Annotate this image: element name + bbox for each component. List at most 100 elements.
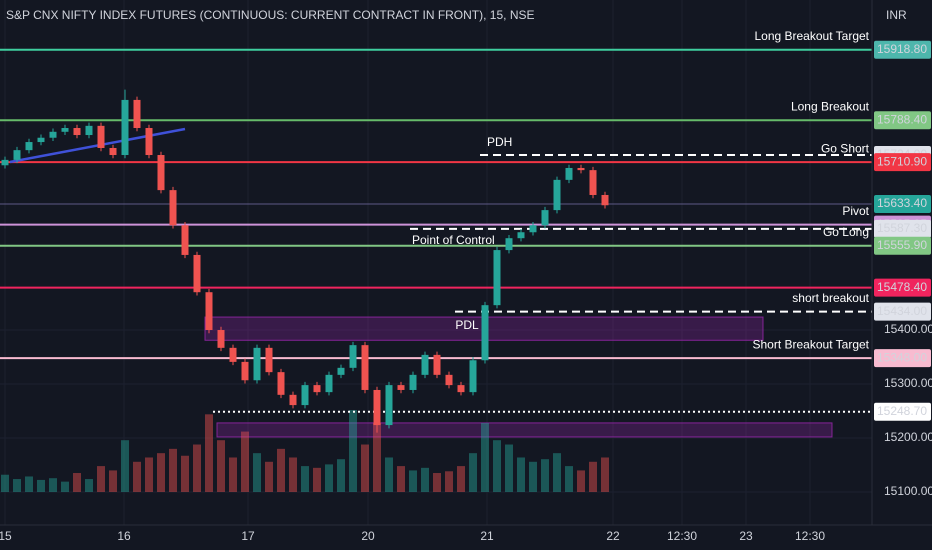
candle-body bbox=[373, 389, 381, 426]
level-name: Go Long bbox=[823, 225, 869, 239]
candle-body bbox=[241, 361, 249, 381]
candle-body bbox=[445, 374, 453, 386]
x-tick-label: 16 bbox=[117, 529, 131, 543]
volume-bar bbox=[181, 455, 189, 492]
volume-bar bbox=[73, 473, 81, 492]
volume-bar bbox=[13, 479, 21, 492]
level-price-label: 15633.40 bbox=[877, 196, 927, 210]
volume-bar bbox=[217, 440, 225, 492]
x-tick-label: 12:30 bbox=[667, 529, 697, 543]
grid bbox=[0, 0, 872, 525]
candle-body bbox=[565, 167, 573, 180]
volume-bar bbox=[325, 464, 333, 492]
volume-bar bbox=[457, 466, 465, 492]
candle-body bbox=[325, 374, 333, 393]
candle-body bbox=[145, 128, 153, 156]
x-tick-label: 21 bbox=[480, 529, 494, 543]
x-tick-label: 20 bbox=[361, 529, 375, 543]
candle-body bbox=[277, 372, 285, 395]
level-price-box bbox=[874, 219, 931, 238]
volume-bar bbox=[385, 457, 393, 492]
level-price-label: 15918.80 bbox=[877, 42, 927, 56]
volume-bar bbox=[169, 448, 177, 492]
y-tick-label: 15400.00 bbox=[884, 322, 932, 336]
volume-bar bbox=[361, 444, 369, 492]
level-name: Short Breakout Target bbox=[752, 337, 869, 351]
zone bbox=[216, 422, 833, 438]
volume-bar bbox=[241, 431, 249, 492]
volume-bar bbox=[145, 457, 153, 492]
candle-body bbox=[397, 385, 405, 390]
volume-bar bbox=[49, 478, 57, 492]
candle-body bbox=[553, 179, 561, 211]
volume-bar bbox=[193, 444, 201, 492]
volume-bar bbox=[61, 481, 69, 492]
levels: Long Breakout Target Long Breakout PDH Go S… bbox=[0, 29, 872, 413]
candle-body bbox=[229, 347, 237, 362]
candle-body bbox=[517, 232, 525, 239]
volume-bar bbox=[397, 466, 405, 492]
level-name: short breakout bbox=[792, 291, 869, 305]
candle-body bbox=[337, 367, 345, 375]
x-tick-label: 12:30 bbox=[795, 529, 825, 543]
volume-bar bbox=[505, 444, 513, 492]
volume-bar bbox=[253, 453, 261, 492]
candle-body bbox=[385, 385, 393, 426]
y-tick-label: 15300.00 bbox=[884, 376, 932, 390]
candle-body bbox=[529, 225, 537, 233]
volume-bar bbox=[541, 459, 549, 492]
candle-body bbox=[49, 131, 57, 138]
volume-bar bbox=[205, 414, 213, 492]
candle-body bbox=[421, 354, 429, 375]
candle-body bbox=[505, 238, 513, 251]
volume-bar bbox=[277, 448, 285, 492]
candle-body bbox=[205, 292, 213, 331]
candle-body bbox=[73, 128, 81, 136]
candle-body bbox=[265, 347, 273, 373]
candle-body bbox=[193, 254, 201, 293]
volume-bar bbox=[469, 453, 477, 492]
volume-bar bbox=[121, 440, 129, 492]
level-price-box bbox=[874, 402, 931, 421]
volume-bar bbox=[349, 410, 357, 492]
level-price-box bbox=[874, 236, 931, 255]
volume-bar bbox=[373, 422, 381, 492]
volume-bar bbox=[37, 479, 45, 492]
candle-body bbox=[409, 374, 417, 390]
candle-body bbox=[25, 142, 33, 151]
candle-body bbox=[577, 167, 585, 171]
chart-title: S&P CNX NIFTY INDEX FUTURES (CONTINUOUS:… bbox=[6, 8, 535, 22]
volume-bar bbox=[1, 474, 9, 492]
volume-bar bbox=[433, 473, 441, 492]
level-price-box bbox=[874, 194, 931, 213]
level-price-label: 15788.40 bbox=[877, 112, 927, 126]
candles bbox=[1, 89, 609, 433]
candle-body bbox=[157, 155, 165, 191]
level-price-label: 15348.00 bbox=[877, 350, 927, 364]
candle-body bbox=[541, 210, 549, 226]
candle-body bbox=[169, 190, 177, 226]
volume-bar bbox=[481, 422, 489, 492]
volume-bar bbox=[493, 440, 501, 492]
candle-body bbox=[361, 345, 369, 390]
level-name: Long Breakout Target bbox=[754, 29, 869, 43]
level-name: Long Breakout bbox=[791, 99, 870, 113]
volume-bar bbox=[517, 457, 525, 492]
level-name: Go Short bbox=[821, 141, 870, 155]
volume-bar bbox=[25, 476, 33, 492]
volume-bar bbox=[229, 457, 237, 492]
volume-bar bbox=[529, 461, 537, 492]
y-tick-label: 15100.00 bbox=[884, 484, 932, 498]
level-name: Point of Control bbox=[412, 233, 495, 247]
zone-label: PDL bbox=[455, 318, 479, 332]
volume-bar bbox=[565, 466, 573, 492]
candle-body bbox=[85, 125, 93, 136]
level-price-box bbox=[874, 349, 931, 368]
candle-body bbox=[589, 170, 597, 195]
level-price-label: 15248.70 bbox=[877, 404, 927, 418]
candle-body bbox=[121, 99, 129, 156]
volume-bar bbox=[85, 479, 93, 492]
candle-body bbox=[493, 250, 501, 306]
level-price-label: 15434.00 bbox=[877, 304, 927, 318]
